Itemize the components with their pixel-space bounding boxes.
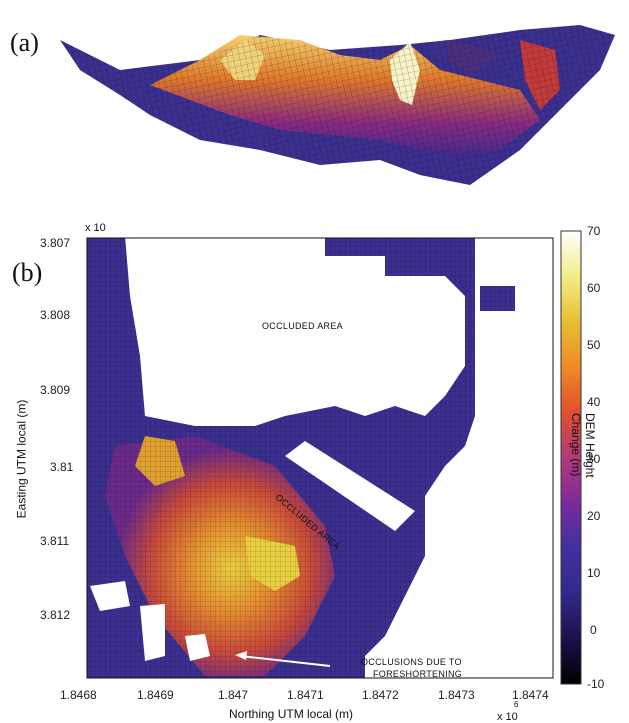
occlusions-label-line1: OCCLUSIONS DUE TO [361, 657, 462, 667]
cbar-tick-10: 10 [587, 566, 601, 580]
colorbar [560, 230, 582, 685]
cbar-tick-70: 70 [587, 224, 601, 238]
cbar-tick-60: 60 [587, 281, 601, 295]
y-axis-scale-label: x 10 [85, 222, 106, 234]
occluded-area-mid [285, 441, 415, 531]
occlusions-label-line2: FORESHORTENING [373, 669, 463, 679]
occluded-area-top-label: OCCLUDED AREA [262, 321, 343, 331]
x-tick-1.8472: 1.8472 [362, 688, 399, 702]
surface-plot-3d [60, 25, 615, 185]
y-tick-3.808: 3.808 [40, 308, 71, 322]
occlusion-arrow-line [239, 655, 331, 667]
cbar-tick-20: 20 [587, 509, 601, 523]
panel-b-label: (b) [12, 258, 43, 287]
occlusion-arrow-head [235, 651, 247, 660]
x-axis-scale-label: x 10 [497, 711, 518, 723]
cbar-tick-40: 40 [587, 395, 601, 409]
cbar-tick-0: 0 [590, 623, 597, 637]
x-tick-1.8468: 1.8468 [60, 688, 97, 702]
y-tick-3.807: 3.807 [40, 236, 71, 250]
y-tick-3.812: 3.812 [40, 608, 71, 622]
cbar-tick-30: 30 [587, 452, 601, 466]
heatmap-plot [86, 236, 555, 681]
y-tick-3.81: 3.81 [50, 460, 74, 474]
x-tick-1.8469: 1.8469 [137, 688, 174, 702]
occlusions-foreshortening [90, 581, 210, 661]
x-axis-label: Northing UTM local (m) [229, 707, 354, 721]
x-tick-1.8473: 1.8473 [438, 688, 475, 702]
x-axis-scale-exp: 6 [514, 700, 519, 709]
y-axis-label: Easting UTM local (m) [14, 399, 29, 519]
y-tick-3.811: 3.811 [40, 534, 70, 548]
colorbar-label: DEM Height Change (m) [569, 413, 597, 478]
cbar-tick-50: 50 [587, 338, 601, 352]
occluded-area-top [125, 236, 465, 426]
x-tick-1.8471: 1.8471 [287, 688, 324, 702]
panel-a-label: (a) [10, 28, 39, 57]
y-tick-3.809: 3.809 [40, 383, 71, 397]
x-tick-1.847: 1.847 [218, 688, 249, 702]
x-tick-1.8474: 1.8474 [512, 688, 549, 702]
cbar-tick-neg10: -10 [587, 677, 605, 691]
